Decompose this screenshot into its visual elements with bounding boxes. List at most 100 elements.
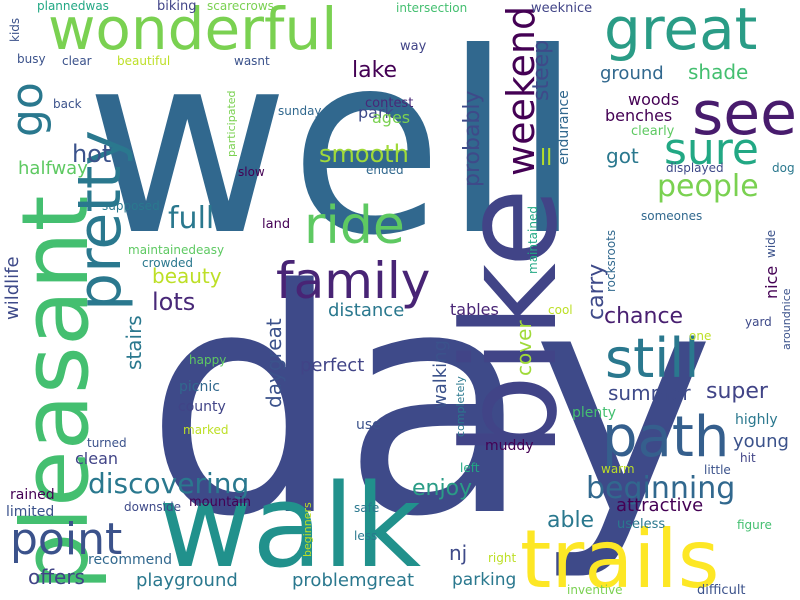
word-kids: kids	[8, 17, 22, 42]
word-biking: biking	[157, 0, 197, 14]
word-shade: shade	[688, 60, 749, 84]
word-stairs: stairs	[122, 315, 146, 370]
word-able: able	[547, 508, 595, 533]
word-inventive: inventive	[567, 583, 623, 597]
word-still: still	[605, 327, 700, 390]
word-nj: nj	[449, 541, 468, 565]
word-county: county	[178, 399, 226, 415]
word-one: one	[689, 329, 712, 343]
word-beautiful: beautiful	[117, 54, 171, 68]
word-nice: nice	[762, 265, 781, 299]
word-difficult: difficult	[697, 583, 746, 598]
word-participated: participated	[225, 90, 238, 157]
word-smooth: smooth	[319, 140, 409, 168]
word-ride: ride	[304, 196, 405, 256]
word-enjoy: enjoy	[412, 476, 473, 501]
word-tables: tables	[450, 300, 499, 319]
word-discovering: discovering	[88, 467, 250, 500]
word-point: point	[10, 514, 123, 565]
word-wildlife: wildlife	[2, 256, 23, 320]
word-picnic: picnic	[179, 379, 220, 395]
word-great: great	[604, 0, 758, 63]
word-clean: clean	[75, 449, 119, 468]
word-distance: distance	[328, 300, 405, 321]
word-right: right	[488, 551, 517, 565]
word-endurance: endurance	[556, 90, 572, 165]
word-limited: limited	[6, 504, 55, 520]
word-lake: lake	[352, 58, 398, 83]
word-weeknice: weeknice	[531, 1, 593, 16]
word-sure: sure	[664, 124, 760, 175]
word-chance: chance	[604, 304, 684, 329]
word-way: way	[400, 39, 427, 54]
word-safe: safe	[354, 501, 380, 515]
word-young: young	[733, 431, 789, 452]
word-woods: woods	[628, 90, 680, 109]
word-beauty: beauty	[152, 264, 222, 288]
word-left: left	[460, 461, 480, 475]
word-lots: lots	[152, 288, 196, 316]
word-halfway: halfway	[18, 158, 88, 179]
word-wonderful: wonderful	[48, 0, 338, 63]
word-rocksroots: rocksroots	[604, 229, 618, 292]
word-probably: probably	[460, 90, 485, 187]
word-ages: ages	[372, 108, 411, 127]
word-turned: turned	[87, 436, 127, 450]
word-yard: yard	[745, 315, 772, 329]
word-playground: playground	[136, 570, 238, 591]
word-little: little	[704, 463, 731, 477]
word-ll: ll	[540, 146, 553, 171]
word-marked: marked	[183, 423, 229, 437]
word-park: park	[358, 103, 394, 122]
word-hot: hot	[72, 140, 112, 168]
word-busy: busy	[17, 52, 46, 66]
word-useless: useless	[617, 517, 666, 532]
word-figure: figure	[737, 518, 772, 532]
word-clear: clear	[62, 54, 92, 68]
word-beginners: beginners	[301, 502, 314, 557]
word-completely: completely	[454, 376, 467, 437]
word-mountain: mountain	[189, 495, 252, 510]
word-warm: warm	[601, 462, 635, 476]
word-use: use	[356, 417, 381, 433]
word-dog: dog	[772, 161, 795, 175]
word-happy: happy	[189, 353, 227, 367]
word-see: see	[692, 79, 798, 149]
word-land: land	[262, 217, 291, 232]
word-path: path	[602, 405, 730, 470]
word-muddy: muddy	[485, 438, 534, 454]
word-trails: trails	[520, 513, 720, 600]
word-perfect: perfect	[300, 355, 365, 376]
word-aroundnice: aroundnice	[780, 288, 793, 350]
word-highly: highly	[735, 412, 778, 428]
word-slow: slow	[238, 165, 265, 179]
word-offers: offers	[28, 565, 85, 589]
word-someones: someones	[641, 209, 703, 223]
word-benches: benches	[605, 106, 673, 125]
word-downside: downside	[124, 500, 181, 514]
word-displayed: displayed	[666, 161, 724, 175]
word-plenty: plenty	[572, 405, 617, 421]
word-scarecrows: scarecrows	[207, 0, 274, 13]
word-attractive: attractive	[616, 495, 704, 516]
word-steep: steep	[529, 39, 554, 101]
word-super: super	[706, 379, 768, 404]
word-wide: wide	[764, 229, 778, 258]
word-cool: cool	[548, 303, 573, 317]
word-hit: hit	[740, 451, 756, 465]
word-parking: parking	[452, 570, 517, 590]
word-summer: summer	[608, 381, 691, 405]
word-walking: walking	[430, 339, 451, 409]
word-ground: ground	[600, 63, 664, 84]
word-less: less	[354, 529, 378, 543]
word-got: got	[606, 144, 639, 168]
word-plannedwas: plannedwas	[37, 0, 109, 13]
word-problemgreat: problemgreat	[292, 570, 415, 591]
word-ended: ended	[366, 163, 404, 177]
word-wasnt: wasnt	[234, 54, 270, 68]
word-supposed: supposed	[102, 199, 160, 213]
word-family: family	[276, 252, 431, 310]
word-day: day	[145, 224, 716, 585]
word-contest: contest	[365, 96, 414, 111]
